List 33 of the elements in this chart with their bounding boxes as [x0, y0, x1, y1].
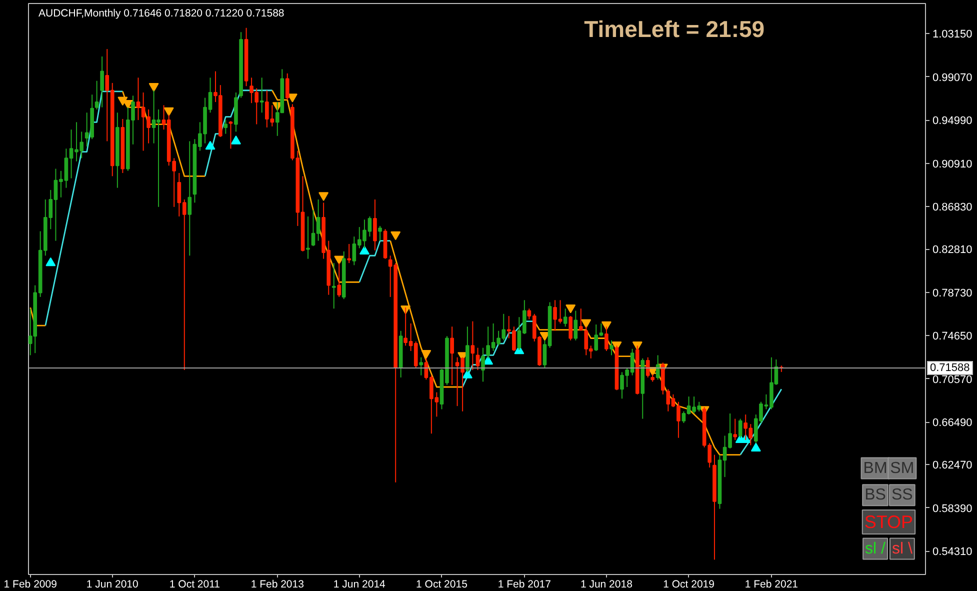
y-tick-label: 0.86830: [932, 202, 972, 214]
annotation: STOP: [864, 512, 914, 532]
x-tick-label: 1 Feb 2017: [498, 578, 552, 590]
x-tick-label: 1 Jun 2014: [333, 578, 386, 590]
annotation: sl /: [865, 540, 886, 558]
chart-title: AUDCHF,Monthly 0.71646 0.71820 0.71220 0.71588: [38, 8, 284, 20]
y-tick-label: 0.70570: [932, 374, 972, 386]
y-tick-label: 0.99070: [932, 72, 972, 84]
x-tick-label: 1 Feb 2013: [250, 578, 304, 590]
y-tick-label: 0.90910: [932, 158, 972, 170]
y-tick-label: 0.58390: [932, 502, 972, 515]
annotation: BM: [863, 460, 888, 477]
y-tick-label: 0.54310: [932, 546, 972, 558]
annotation: TimeLeft = 21:59: [584, 16, 765, 42]
x-tick-label: 1 Jun 2018: [580, 578, 633, 590]
x-tick-label: 1 Jun 2010: [86, 578, 139, 590]
annotation: BS: [864, 486, 886, 504]
y-tick-label: 0.62470: [932, 460, 972, 472]
x-tick-label: 1 Feb 2009: [4, 578, 58, 590]
x-tick-label: 1 Oct 2019: [663, 578, 715, 590]
y-tick-label: 0.94990: [932, 115, 972, 128]
annotation: sl \: [892, 540, 913, 558]
y-tick-label: 0.78730: [932, 287, 972, 300]
ref-line-label: 0.71588: [927, 360, 973, 375]
y-tick-label: 0.66490: [932, 417, 972, 430]
x-tick-label: 1 Oct 2011: [169, 578, 220, 590]
y-tick-label: 0.74650: [932, 330, 972, 343]
annotation: SS: [892, 486, 913, 504]
annotation: SM: [890, 460, 914, 477]
y-tick-label: 1.03150: [932, 28, 972, 41]
x-tick-label: 1 Feb 2021: [744, 578, 798, 590]
y-tick-label: 0.82810: [932, 244, 972, 256]
x-tick-label: 1 Oct 2015: [416, 578, 468, 590]
